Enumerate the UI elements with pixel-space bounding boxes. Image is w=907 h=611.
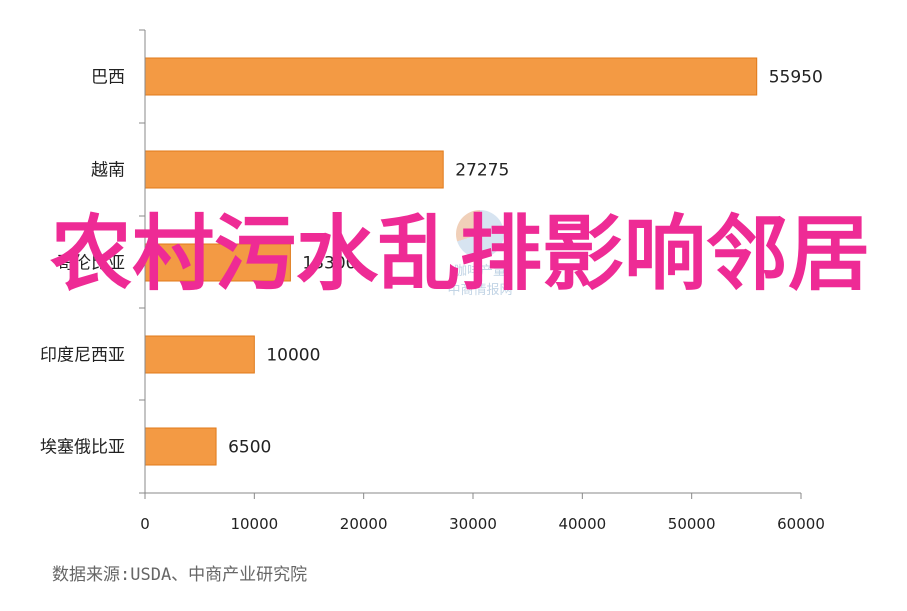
bar (144, 335, 255, 374)
x-tick-label: 30000 (449, 515, 497, 533)
data-label: 27275 (455, 161, 509, 181)
x-tick-label: 0 (140, 515, 150, 533)
x-tick-label: 50000 (668, 515, 716, 533)
watermark-logo-icon (456, 210, 504, 258)
watermark: 咖啡产量 中商情报网 (400, 210, 560, 298)
category-label: 越南 (91, 161, 125, 181)
bar (144, 57, 758, 96)
bar (144, 427, 217, 466)
x-tick-label: 60000 (777, 515, 825, 533)
bar (144, 243, 291, 282)
data-label: 55950 (769, 68, 823, 88)
labels-layer: 巴西 55950 越南 27275 哥伦比亚 13300 印度尼西亚 10000 埃塞俄比亚 65… (40, 68, 823, 458)
x-tick-label: 20000 (340, 515, 388, 533)
category-label: 印度尼西亚 (40, 346, 125, 366)
x-tick-label: 40000 (558, 515, 606, 533)
category-label: 埃塞俄比亚 (40, 438, 125, 458)
source-note: 数据来源:USDA、中商产业研究院 (52, 565, 308, 585)
category-label: 哥伦比亚 (57, 254, 125, 274)
bars-layer (144, 57, 758, 466)
bar (144, 150, 444, 189)
overlay-title: 农村污水乱排影响邻居 (49, 207, 870, 302)
watermark-line2: 中商情报网 (447, 283, 513, 298)
x-axis: 0 10000 20000 30000 40000 50000 60000 (139, 29, 825, 533)
data-label: 6500 (228, 438, 271, 458)
data-label: 13300 (302, 254, 356, 274)
watermark-line1: 咖啡产量 (453, 264, 506, 279)
category-label: 巴西 (91, 68, 125, 88)
data-label: 10000 (266, 346, 320, 366)
x-tick-label: 10000 (230, 515, 278, 533)
